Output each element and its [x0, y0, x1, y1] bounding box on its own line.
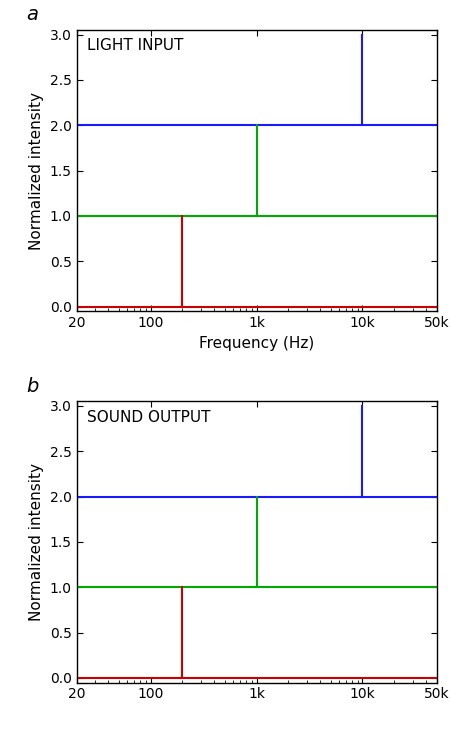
- Text: a: a: [26, 5, 38, 25]
- Y-axis label: Normalized intensity: Normalized intensity: [29, 463, 44, 621]
- X-axis label: Frequency (Hz): Frequency (Hz): [199, 336, 314, 351]
- Text: b: b: [26, 376, 38, 396]
- Y-axis label: Normalized intensity: Normalized intensity: [29, 92, 44, 250]
- Text: LIGHT INPUT: LIGHT INPUT: [87, 38, 184, 53]
- Text: SOUND OUTPUT: SOUND OUTPUT: [87, 410, 211, 424]
